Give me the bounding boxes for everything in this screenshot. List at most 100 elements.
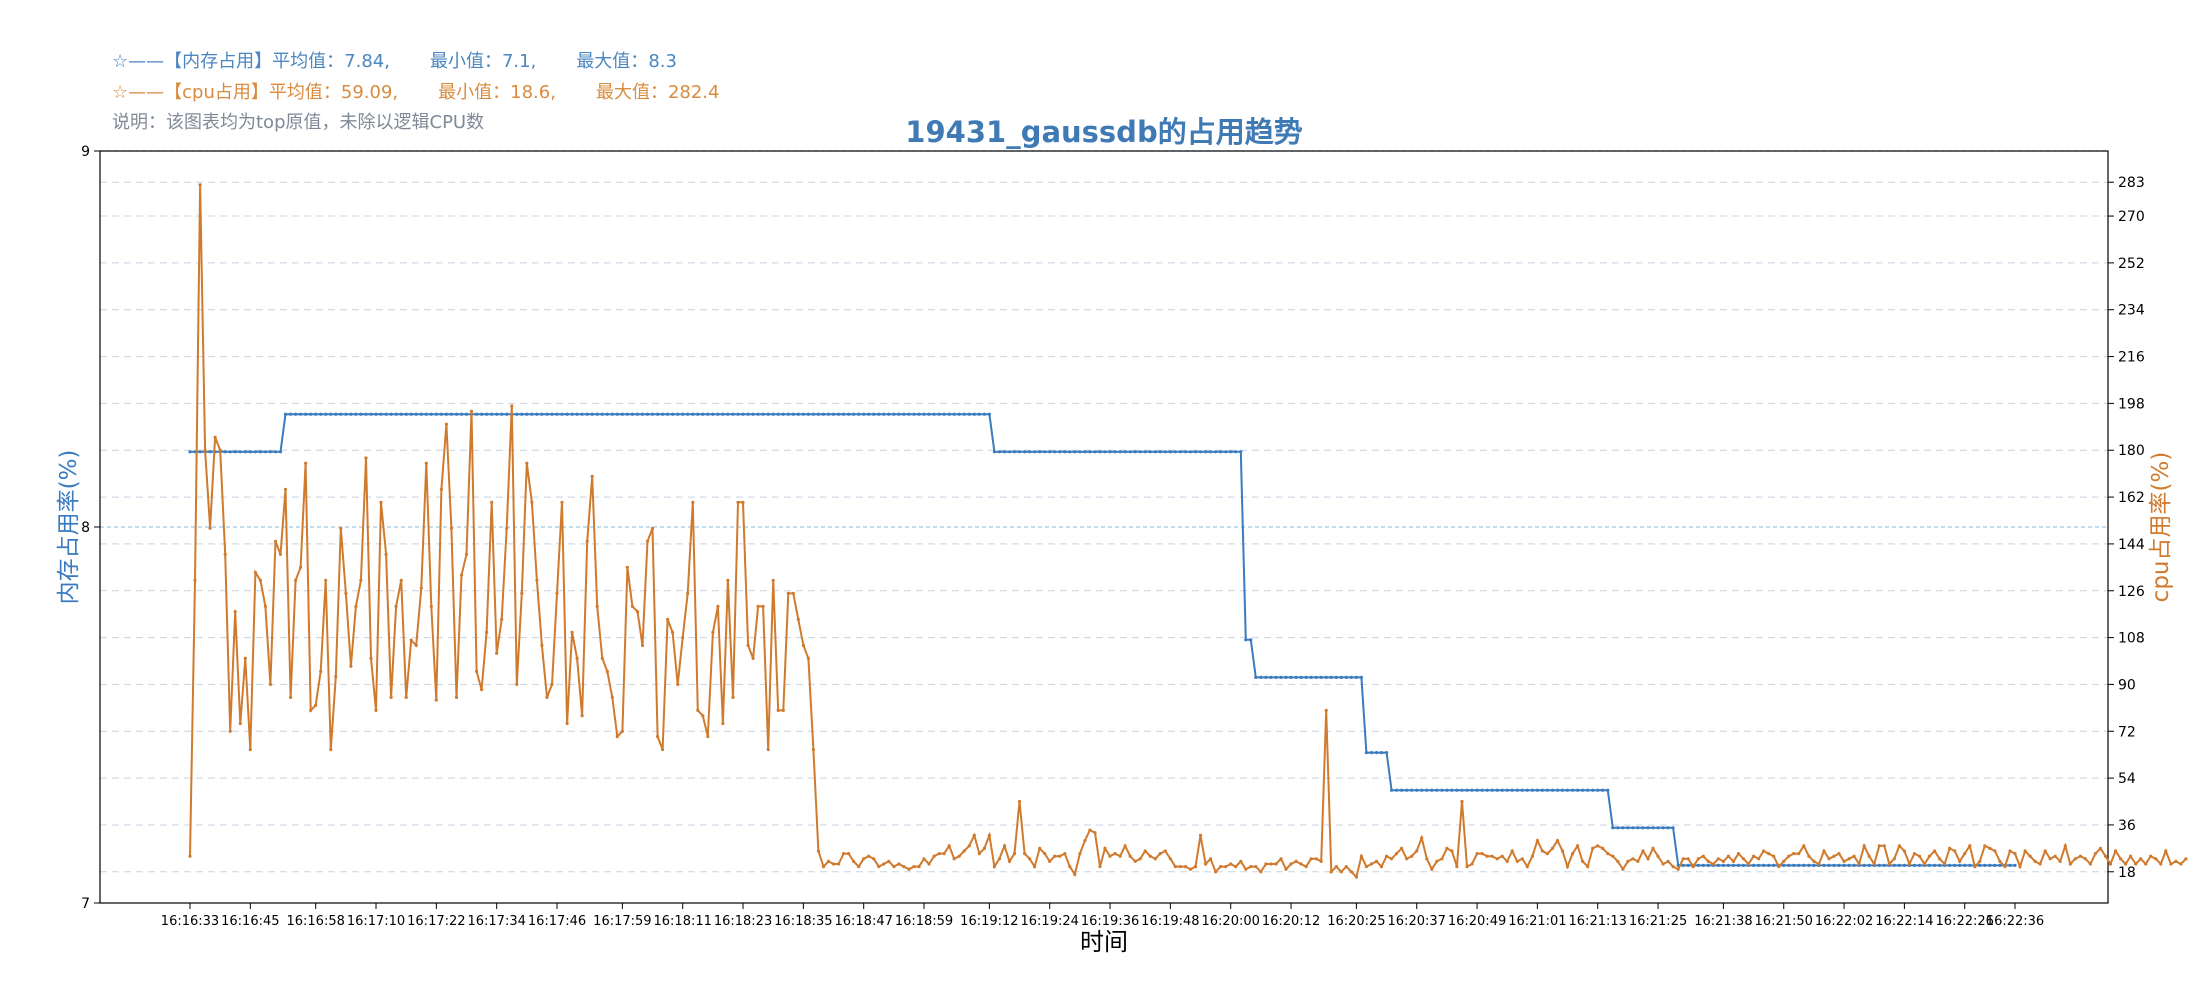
point-memory bbox=[1500, 788, 1504, 792]
point-memory bbox=[1495, 788, 1499, 792]
point-cpu bbox=[1762, 849, 1766, 853]
point-memory bbox=[997, 450, 1002, 454]
point-cpu bbox=[610, 695, 614, 700]
point-cpu bbox=[1490, 854, 1494, 858]
point-cpu bbox=[2033, 859, 2037, 864]
series-markers-memory bbox=[188, 412, 2017, 868]
x-tick-label: 16:17:59 bbox=[593, 914, 651, 929]
point-cpu bbox=[238, 721, 242, 726]
point-cpu bbox=[1339, 870, 1343, 874]
point-cpu bbox=[1028, 857, 1032, 861]
point-memory bbox=[1822, 863, 1826, 868]
point-cpu bbox=[2169, 862, 2173, 866]
point-memory bbox=[1143, 450, 1147, 454]
point-cpu bbox=[882, 862, 886, 866]
series-layer bbox=[188, 183, 2188, 880]
point-memory bbox=[1374, 751, 1379, 755]
point-cpu bbox=[203, 448, 207, 452]
point-cpu bbox=[414, 643, 418, 648]
point-memory bbox=[776, 412, 780, 416]
point-memory bbox=[289, 412, 293, 416]
point-memory bbox=[796, 412, 800, 416]
point-cpu bbox=[1696, 857, 1700, 861]
point-cpu bbox=[1012, 852, 1017, 856]
point-memory bbox=[454, 412, 459, 416]
point-memory bbox=[1535, 788, 1539, 792]
point-memory bbox=[1706, 863, 1710, 868]
point-cpu bbox=[781, 708, 785, 713]
point-cpu bbox=[1555, 839, 1560, 843]
point-cpu bbox=[1385, 854, 1389, 858]
point-cpu bbox=[842, 852, 846, 856]
point-memory bbox=[625, 412, 630, 416]
point-memory bbox=[1193, 450, 1198, 454]
point-cpu bbox=[600, 656, 604, 661]
point-cpu bbox=[837, 862, 841, 866]
x-tick-label: 16:22:26 bbox=[1936, 914, 1994, 929]
point-cpu bbox=[1681, 857, 1685, 861]
point-memory bbox=[1601, 788, 1605, 792]
point-memory bbox=[831, 412, 836, 416]
point-cpu bbox=[1907, 862, 1911, 866]
point-cpu bbox=[801, 643, 806, 648]
point-memory bbox=[1877, 863, 1881, 868]
point-cpu bbox=[294, 578, 298, 582]
point-cpu bbox=[475, 669, 479, 674]
point-memory bbox=[1168, 450, 1172, 454]
point-memory bbox=[987, 412, 992, 416]
point-cpu bbox=[324, 578, 328, 582]
point-cpu bbox=[379, 500, 383, 504]
x-tick-label: 16:18:59 bbox=[895, 914, 953, 929]
point-memory bbox=[1606, 788, 1610, 792]
point-cpu bbox=[1726, 854, 1730, 858]
gridlines bbox=[100, 150, 2108, 873]
point-cpu bbox=[1973, 865, 1977, 869]
point-memory bbox=[927, 412, 931, 416]
point-cpu bbox=[1264, 862, 1268, 866]
x-tick-label: 16:20:00 bbox=[1202, 914, 1260, 929]
point-memory bbox=[525, 412, 529, 416]
point-cpu bbox=[485, 630, 489, 635]
point-memory bbox=[1239, 450, 1243, 454]
point-memory bbox=[429, 412, 433, 416]
point-cpu bbox=[1435, 859, 1439, 864]
point-memory bbox=[942, 412, 946, 416]
point-cpu bbox=[746, 643, 750, 648]
point-cpu bbox=[1133, 859, 1137, 864]
x-tick-label: 16:22:14 bbox=[1875, 914, 1933, 929]
point-cpu bbox=[530, 500, 534, 504]
point-memory bbox=[1651, 826, 1655, 830]
point-cpu bbox=[1540, 849, 1544, 853]
point-cpu bbox=[997, 857, 1002, 861]
point-cpu bbox=[1963, 852, 1967, 856]
point-cpu bbox=[756, 604, 760, 609]
point-cpu bbox=[1922, 862, 1927, 866]
point-memory bbox=[1053, 450, 1057, 454]
point-cpu bbox=[399, 578, 403, 582]
point-cpu bbox=[776, 708, 780, 713]
point-memory bbox=[424, 412, 428, 416]
point-memory bbox=[1183, 450, 1188, 454]
x-tick-label: 16:22:36 bbox=[1986, 914, 2044, 929]
x-tick-label: 16:16:58 bbox=[286, 914, 344, 929]
point-cpu bbox=[897, 862, 901, 866]
point-cpu bbox=[2038, 862, 2042, 866]
point-cpu bbox=[630, 604, 635, 609]
point-memory bbox=[1827, 863, 1831, 868]
point-cpu bbox=[198, 183, 202, 187]
point-cpu bbox=[1329, 870, 1333, 874]
point-memory bbox=[1726, 863, 1730, 868]
point-memory bbox=[1787, 863, 1791, 868]
point-memory bbox=[1334, 675, 1338, 680]
point-cpu bbox=[1294, 859, 1298, 864]
point-cpu bbox=[1163, 849, 1167, 853]
point-cpu bbox=[1234, 865, 1238, 869]
x-tick-label: 16:19:48 bbox=[1141, 914, 1199, 929]
point-cpu bbox=[2129, 854, 2133, 858]
point-memory bbox=[565, 412, 569, 416]
point-cpu bbox=[1455, 865, 1459, 869]
point-memory bbox=[842, 412, 846, 416]
point-memory bbox=[645, 412, 650, 416]
point-memory bbox=[1440, 788, 1444, 792]
point-cpu bbox=[1073, 872, 1077, 877]
